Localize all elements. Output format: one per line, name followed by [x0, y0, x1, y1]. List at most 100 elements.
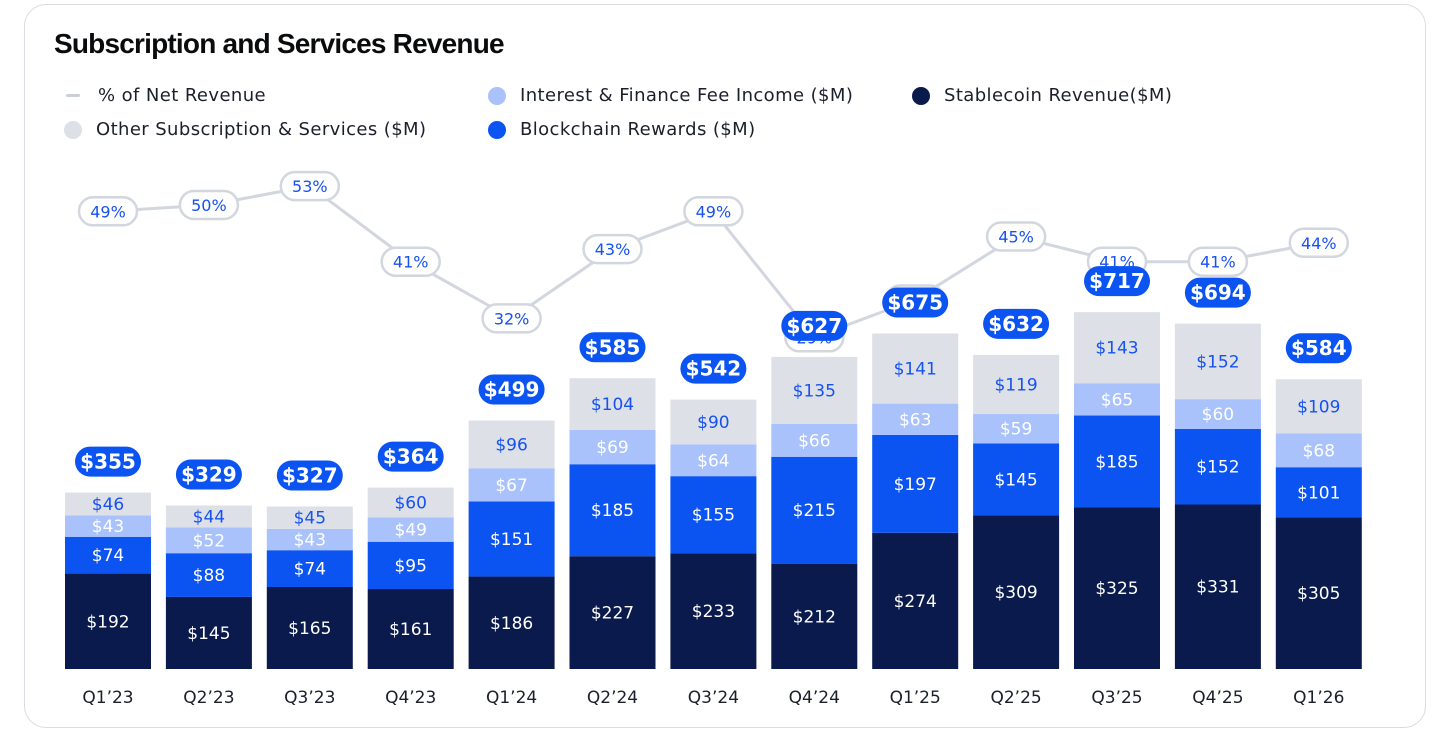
segment-label-stablecoin: $227: [591, 604, 634, 624]
pct-pill: [985, 221, 1047, 252]
pct-label: 43%: [595, 240, 631, 259]
x-tick-label: Q3’23: [284, 688, 335, 708]
bar-segment-stablecoin: [1074, 507, 1160, 669]
segment-label-interest: $66: [798, 431, 830, 451]
segment-label-blockchain: $74: [294, 560, 326, 580]
segment-label-stablecoin: $212: [793, 607, 836, 627]
segment-label-blockchain: $185: [1095, 453, 1138, 473]
bar-segment-interest: [1275, 433, 1362, 468]
total-pill: [276, 460, 343, 491]
legend-dot-icon: [912, 86, 930, 105]
pct-label: 49%: [90, 202, 126, 221]
x-tick-label: Q1’25: [890, 688, 941, 708]
segment-label-blockchain: $101: [1297, 483, 1340, 503]
segment-label-other: $60: [394, 494, 426, 514]
segment-label-other: $104: [591, 395, 634, 415]
x-tick-label: Q2’23: [183, 688, 234, 708]
legend-label-pct: % of Net Revenue: [98, 85, 267, 106]
legend-label-other: Other Subscription & Services ($M): [96, 119, 427, 140]
pct-label: 32%: [494, 309, 530, 328]
legend-label-stablecoin: Stablecoin Revenue($M): [944, 85, 1173, 106]
pct-pill: [279, 170, 341, 202]
legend-dash-icon: [66, 94, 80, 97]
bar-segment-interest: [771, 423, 858, 457]
bar-segment-blockchain: [973, 443, 1060, 516]
x-tick-label: Q1’23: [82, 688, 133, 708]
segment-label-stablecoin: $233: [692, 602, 735, 622]
segment-label-blockchain: $145: [994, 470, 1037, 490]
bar-segment-stablecoin: [468, 576, 555, 669]
pct-label: 53%: [292, 177, 328, 196]
bar-segment-stablecoin: [266, 586, 353, 669]
segment-label-blockchain: $95: [394, 556, 426, 576]
pct-pill: [178, 189, 240, 221]
pct-pill: [1288, 227, 1350, 259]
segment-label-interest: $67: [495, 476, 527, 496]
bars-group: $192$74$43$46$355Q1’23$145$88$52$44$329Q…: [65, 266, 1362, 708]
pct-label: 41%: [393, 253, 429, 272]
bar-segment-other: [872, 333, 959, 404]
bar-segment-interest: [1174, 399, 1261, 429]
total-pill: [579, 332, 646, 363]
bar-segment-blockchain: [1074, 415, 1160, 508]
pct-label: 50%: [191, 196, 227, 215]
segment-label-other: $152: [1196, 352, 1239, 372]
bar-segment-blockchain: [468, 501, 555, 577]
bar-segment-interest: [872, 403, 959, 435]
bar-segment-stablecoin: [872, 532, 959, 669]
bar-segment-stablecoin: [973, 515, 1060, 669]
total-label: $542: [686, 357, 742, 381]
x-tick-label: Q4’23: [385, 688, 436, 708]
total-label: $499: [484, 378, 540, 402]
bar-segment-interest: [973, 414, 1060, 444]
segment-label-stablecoin: $186: [490, 614, 533, 634]
bar-segment-blockchain: [771, 456, 858, 564]
bar-segment-other: [973, 354, 1060, 415]
bar-segment-stablecoin: [670, 553, 757, 669]
bar-segment-blockchain: [872, 434, 959, 533]
bar-segment-stablecoin: [569, 556, 656, 669]
bar-segment-interest: [367, 517, 454, 542]
segment-label-blockchain: $155: [692, 506, 735, 526]
legend-blockchain: Blockchain Rewards ($M): [488, 119, 756, 140]
bar-segment-interest: [670, 444, 757, 477]
pct-label: 49%: [696, 202, 732, 221]
segment-label-blockchain: $215: [793, 501, 836, 521]
segment-label-interest: $59: [1000, 420, 1032, 440]
segment-label-other: $44: [193, 507, 225, 527]
bar-segment-blockchain: [165, 553, 252, 597]
total-label: $675: [887, 291, 943, 315]
bar-segment-stablecoin: [1174, 504, 1261, 669]
bar-segment-interest: [569, 429, 656, 465]
bar-segment-other: [569, 378, 656, 430]
bar-segment-interest: [266, 528, 353, 551]
segment-label-blockchain: $74: [92, 546, 124, 566]
x-tick-label: Q4’25: [1192, 688, 1243, 708]
legend-dot-icon: [64, 120, 82, 139]
total-label: $632: [988, 312, 1044, 336]
total-pill: [983, 308, 1050, 339]
bar-segment-interest: [1074, 383, 1160, 416]
total-label: $584: [1291, 336, 1347, 360]
bar-segment-stablecoin: [165, 596, 252, 669]
total-pill: [680, 353, 747, 384]
segment-label-interest: $68: [1303, 441, 1335, 461]
segment-label-interest: $43: [294, 531, 326, 551]
segment-label-interest: $69: [596, 438, 628, 458]
x-tick-label: Q2’24: [587, 688, 638, 708]
segment-label-stablecoin: $274: [894, 592, 937, 612]
total-pill: [882, 287, 949, 318]
segment-label-other: $141: [894, 360, 937, 380]
total-pill: [1084, 266, 1150, 297]
bar-segment-other: [771, 356, 858, 424]
bar-segment-stablecoin: [65, 573, 151, 669]
segment-label-interest: $43: [92, 517, 124, 537]
segment-label-stablecoin: $325: [1095, 579, 1138, 599]
total-pill: [377, 441, 444, 472]
segment-label-other: $143: [1095, 339, 1138, 359]
total-label: $364: [383, 445, 439, 469]
bar-segment-blockchain: [1275, 467, 1362, 518]
segment-label-blockchain: $152: [1196, 458, 1239, 478]
pct-pill: [683, 196, 744, 227]
